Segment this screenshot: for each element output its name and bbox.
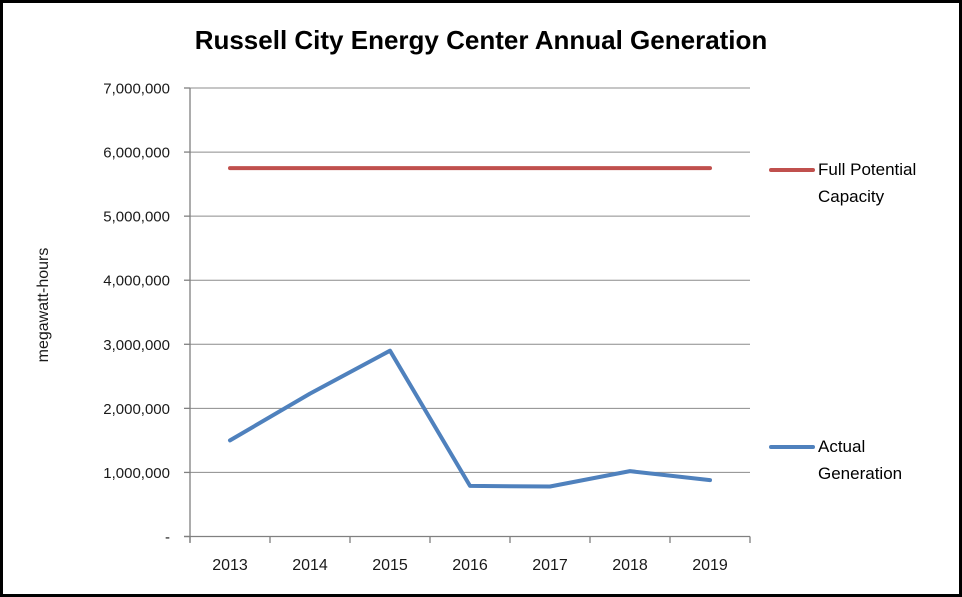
x-tick-label: 2014 [292,557,328,574]
y-tick-label: 6,000,000 [103,145,170,162]
y-tick-label: 7,000,000 [103,81,170,98]
x-tick-label: 2013 [212,557,248,574]
legend-label: Full Potential Capacity [818,156,916,210]
y-tick-label: 1,000,000 [103,465,170,482]
legend-label-line2: Generation [818,464,903,483]
legend-label-line1: Full Potential [818,160,917,179]
full-potential-capacity-line-swatch [769,168,815,172]
x-tick-label: 2018 [612,557,648,574]
plot-area: - 1,000,000 2,000,000 3,000,000 4,000,000 5,0… [35,81,751,575]
y-axis-title: megawatt-hours [35,248,52,363]
axes [184,87,751,543]
x-tick-label: 2015 [372,557,408,574]
y-tick-label: - [165,529,170,546]
legend-label-line1: Actual [818,437,866,456]
y-tick-label: 3,000,000 [103,337,170,354]
y-tick-label: 2,000,000 [103,401,170,418]
y-tick-label: 5,000,000 [103,209,170,226]
legend-label-line2: Capacity [818,187,885,206]
series-line-actual-generation [228,348,712,489]
tick-labels: - 1,000,000 2,000,000 3,000,000 4,000,000 5,0… [103,81,728,575]
x-tick-label: 2016 [452,557,488,574]
x-tick-label: 2017 [532,557,568,574]
y-tick-label: 4,000,000 [103,273,170,290]
legend-item-full-potential-capacity: Full Potential Capacity [769,156,916,210]
x-tick-label: 2019 [692,557,728,574]
legend-label: Actual Generation [818,433,902,487]
chart-title: Russell City Energy Center Annual Genera… [194,25,768,55]
legend-item-actual-generation: Actual Generation [769,433,902,487]
actual-generation-line-swatch [769,445,815,449]
series-lines [228,166,712,489]
